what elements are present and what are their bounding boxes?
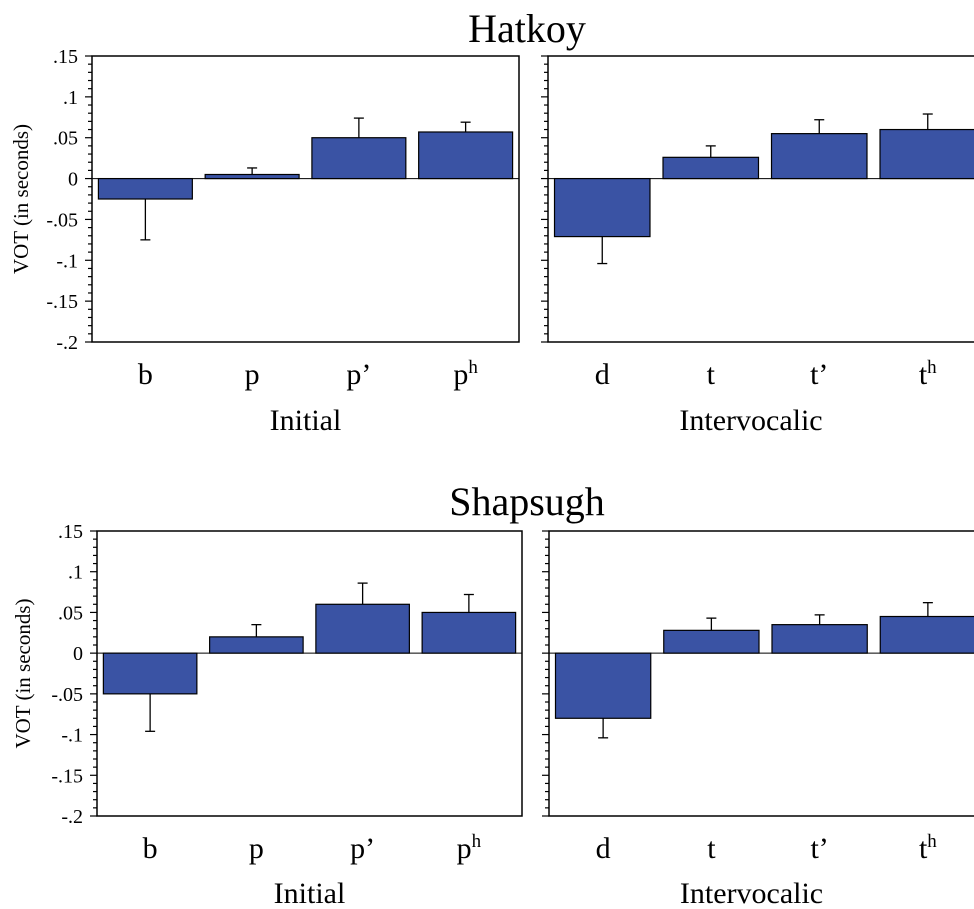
x-tick-label: th xyxy=(919,831,937,865)
bar xyxy=(771,624,868,654)
bar xyxy=(102,652,198,695)
bar xyxy=(97,177,193,200)
y-tick-label: .1 xyxy=(63,87,78,109)
plot-frame xyxy=(96,530,523,817)
y-tick-label: .1 xyxy=(68,562,83,584)
bar xyxy=(209,636,304,654)
chart-1: Hatkoy VOT (in seconds) .15 .1 .05 0 -.05 -.1 -.… xyxy=(9,6,974,437)
bar xyxy=(770,133,868,180)
chart-title: Shapsugh xyxy=(449,479,605,524)
plot-frame xyxy=(91,55,520,343)
x-tick-label: p’ xyxy=(350,832,375,865)
y-axis-label: VOT (in seconds) xyxy=(11,598,35,748)
x-tick-label: p xyxy=(249,832,264,865)
panel-initial: .15 .1 .05 0 -.05 -.1 -.15 -.2 b p p’ ph Initial xyxy=(46,46,520,437)
y-tick-label: .05 xyxy=(58,602,83,624)
x-tick-label: ph xyxy=(457,831,482,865)
x-tick-label: d xyxy=(596,832,611,865)
x-axis-label: Intervocalic xyxy=(679,404,822,437)
y-tick-label: 0 xyxy=(68,169,78,191)
bar xyxy=(204,173,300,180)
y-tick-label: -.15 xyxy=(51,765,83,787)
bar xyxy=(311,137,407,180)
bar xyxy=(663,629,760,654)
panel-intervocalic: d t t’ th Intervocalic xyxy=(541,55,974,437)
bar xyxy=(553,177,651,238)
x-tick-label: p’ xyxy=(346,358,371,391)
y-tick-label: .05 xyxy=(53,128,78,150)
y-tick-label: -.05 xyxy=(46,209,78,231)
x-tick-label: b xyxy=(138,358,153,391)
x-tick-label: b xyxy=(143,832,158,865)
y-tick-label: .15 xyxy=(58,521,83,543)
x-tick-label: d xyxy=(595,358,610,391)
y-tick-label: 0 xyxy=(73,643,83,665)
bar xyxy=(554,652,652,719)
bar xyxy=(421,611,517,654)
bar xyxy=(879,615,974,654)
bar xyxy=(662,156,760,180)
y-tick-label: -.1 xyxy=(56,250,78,272)
chart-title: Hatkoy xyxy=(468,6,586,51)
x-tick-label: t’ xyxy=(810,358,828,391)
x-tick-label: p xyxy=(245,358,260,391)
panel-intervocalic: d t t’ th Intervocalic xyxy=(542,530,974,909)
x-axis-label: Initial xyxy=(270,404,342,437)
plot-frame xyxy=(548,530,974,817)
y-axis-label: VOT (in seconds) xyxy=(9,124,33,274)
bar xyxy=(315,603,410,654)
y-tick-label: .15 xyxy=(53,46,78,68)
x-axis-label: Initial xyxy=(274,877,346,909)
bar xyxy=(879,128,974,180)
y-tick-label: -.05 xyxy=(51,684,83,706)
x-tick-label: t’ xyxy=(810,832,828,865)
x-tick-label: th xyxy=(919,357,937,391)
x-tick-label: t xyxy=(707,832,716,865)
bar xyxy=(418,131,514,180)
x-axis-label: Intervocalic xyxy=(680,877,823,909)
x-tick-label: ph xyxy=(453,357,478,391)
x-tick-label: t xyxy=(707,358,716,391)
chart-2: Shapsugh VOT (in seconds) .15 .1 .05 0 -.05 -.1… xyxy=(11,479,974,909)
plot-frame xyxy=(547,55,974,343)
y-tick-label: -.1 xyxy=(61,725,83,747)
panel-initial: .15 .1 .05 0 -.05 -.1 -.15 -.2 b p p’ ph Initial xyxy=(51,521,523,909)
y-tick-label: -.15 xyxy=(46,291,78,313)
y-tick-label: -.2 xyxy=(61,806,83,828)
y-tick-label: -.2 xyxy=(56,332,78,354)
